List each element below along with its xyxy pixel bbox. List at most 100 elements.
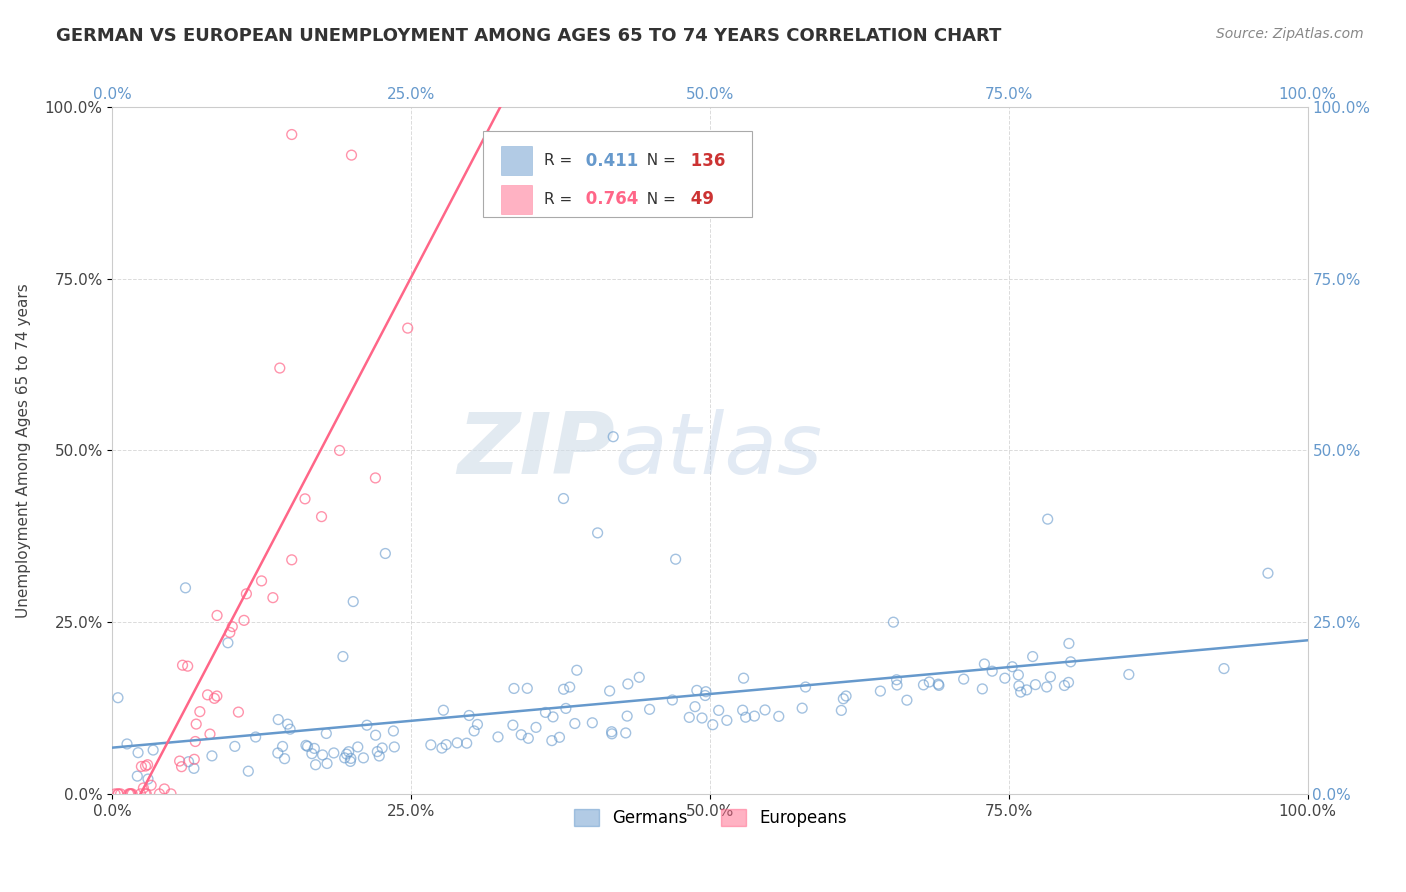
Point (127, 746, 149, 760)
Point (734, 710, 756, 724)
Point (467, 717, 489, 731)
Point (463, 723, 485, 738)
Text: ZIP: ZIP (457, 409, 614, 492)
Point (628, 670, 651, 684)
Point (356, 718, 378, 732)
Point (202, 691, 225, 706)
Point (886, 678, 908, 692)
Point (430, 741, 453, 756)
Point (665, 552, 688, 566)
Point (695, 684, 717, 698)
Point (541, 710, 564, 724)
Point (294, 491, 316, 506)
Point (882, 615, 904, 630)
Point (295, 739, 318, 753)
Point (952, 672, 974, 686)
Point (678, 710, 700, 724)
Point (337, 745, 360, 759)
Point (332, 649, 354, 664)
Point (434, 738, 457, 752)
Point (1015, 682, 1038, 697)
Point (396, 321, 419, 335)
Point (176, 659, 198, 673)
Point (564, 716, 586, 731)
Point (183, 761, 205, 775)
Text: GERMAN VS EUROPEAN UNEMPLOYMENT AMONG AGES 65 TO 74 YEARS CORRELATION CHART: GERMAN VS EUROPEAN UNEMPLOYMENT AMONG AG… (56, 27, 1001, 45)
Point (1053, 678, 1076, 692)
Point (835, 689, 858, 703)
Point (972, 681, 994, 696)
Point (221, 619, 243, 633)
Point (340, 751, 363, 765)
Point (322, 746, 344, 760)
Point (201, 748, 224, 763)
Point (832, 691, 855, 706)
Point (184, 734, 207, 748)
Point (316, 756, 339, 771)
Point (1213, 662, 1236, 676)
Point (134, 759, 156, 773)
Point (170, 760, 193, 774)
Point (142, 743, 165, 757)
Point (304, 757, 326, 772)
Point (245, 730, 267, 744)
Point (602, 430, 624, 444)
Point (458, 708, 481, 723)
Point (228, 705, 250, 719)
Point (374, 546, 396, 561)
Point (617, 677, 640, 691)
Point (177, 755, 200, 769)
Point (235, 587, 257, 601)
Point (1024, 678, 1046, 692)
Point (486, 730, 509, 744)
Point (768, 709, 790, 723)
Point (912, 678, 935, 692)
Point (896, 693, 918, 707)
Point (205, 689, 228, 703)
Point (382, 723, 405, 738)
Point (364, 728, 387, 742)
Point (1036, 512, 1059, 526)
Text: 49: 49 (685, 190, 714, 209)
Point (174, 581, 197, 595)
Point (197, 688, 219, 702)
Point (352, 751, 374, 765)
Point (148, 787, 170, 801)
Point (918, 675, 941, 690)
Text: 136: 136 (685, 152, 725, 169)
Point (188, 705, 211, 719)
Point (419, 738, 441, 752)
FancyBboxPatch shape (484, 131, 752, 217)
Point (553, 682, 575, 697)
Point (1035, 680, 1057, 694)
Point (169, 754, 191, 768)
Point (311, 509, 333, 524)
Point (716, 714, 738, 728)
Point (1039, 670, 1062, 684)
Point (342, 594, 364, 608)
Point (107, 690, 129, 705)
Text: R =: R = (544, 153, 576, 168)
Point (304, 741, 326, 756)
Point (315, 726, 337, 740)
Point (1008, 679, 1031, 693)
Point (540, 733, 562, 747)
Point (1060, 655, 1083, 669)
Point (516, 681, 538, 696)
Point (1001, 659, 1024, 673)
Point (927, 677, 949, 691)
Point (139, 778, 162, 792)
Point (599, 684, 621, 698)
Point (886, 673, 908, 687)
Point (554, 701, 576, 715)
Point (981, 664, 1004, 678)
Point (115, 737, 138, 751)
Text: 0.411: 0.411 (579, 152, 638, 169)
Point (614, 726, 637, 740)
FancyBboxPatch shape (501, 146, 531, 175)
Point (238, 764, 260, 779)
Point (731, 703, 754, 717)
Point (217, 636, 239, 650)
Point (600, 727, 623, 741)
Text: Source: ZipAtlas.com: Source: ZipAtlas.com (1216, 27, 1364, 41)
